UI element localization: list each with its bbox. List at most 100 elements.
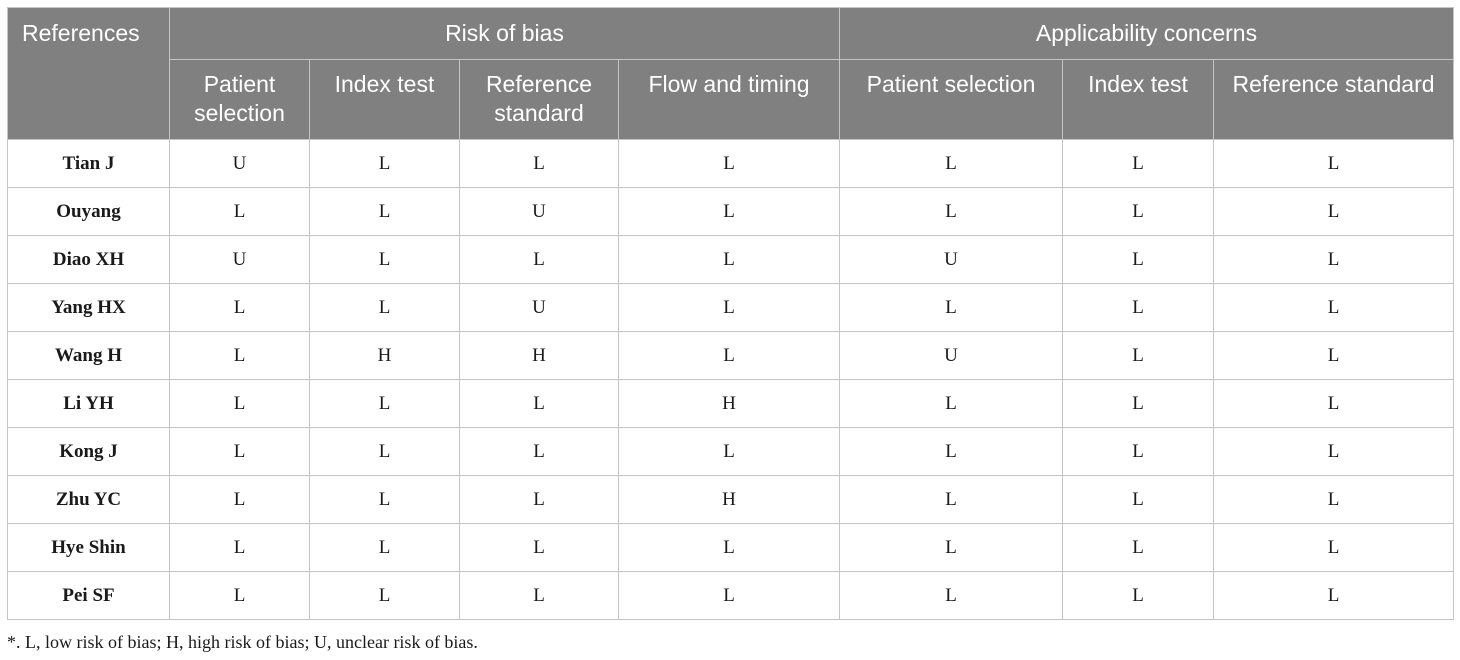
- col-header-flow-and-timing: Flow and timing: [618, 59, 840, 140]
- risk-rating-cell: L: [169, 571, 310, 620]
- col-header-reference-standard-applicability: Reference standard: [1212, 59, 1455, 140]
- risk-rating-cell: L: [309, 523, 460, 572]
- risk-rating-cell: L: [1212, 523, 1455, 572]
- risk-rating-cell: L: [839, 139, 1063, 188]
- table-row: Pei SF L L L L L L L: [7, 571, 1455, 620]
- risk-rating-cell: L: [839, 571, 1063, 620]
- risk-rating-cell: L: [309, 283, 460, 332]
- header-row-subcolumns: Patient selection Index test Reference s…: [8, 59, 1455, 140]
- col-header-reference-standard-bias: Reference standard: [459, 59, 619, 140]
- risk-rating-cell: L: [1062, 187, 1214, 236]
- risk-rating-cell: H: [618, 379, 840, 428]
- risk-rating-cell: L: [1212, 331, 1455, 380]
- risk-rating-cell: U: [839, 235, 1063, 284]
- risk-rating-cell: L: [169, 187, 310, 236]
- risk-rating-cell: L: [1062, 379, 1214, 428]
- risk-rating-cell: L: [618, 571, 840, 620]
- risk-rating-cell: L: [459, 379, 619, 428]
- risk-rating-cell: U: [459, 187, 619, 236]
- risk-rating-cell: L: [1062, 523, 1214, 572]
- risk-rating-cell: L: [309, 235, 460, 284]
- risk-rating-cell: L: [309, 139, 460, 188]
- table-footnote: *. L, low risk of bias; H, high risk of …: [7, 632, 478, 652]
- risk-rating-cell: U: [459, 283, 619, 332]
- risk-rating-cell: L: [1062, 427, 1214, 476]
- quadas-table: References Risk of bias Applicability co…: [7, 7, 1455, 620]
- reference-name: Pei SF: [7, 571, 170, 620]
- risk-rating-cell: L: [839, 379, 1063, 428]
- risk-rating-cell: L: [1062, 571, 1214, 620]
- col-header-index-test-bias: Index test: [309, 59, 460, 140]
- risk-rating-cell: L: [309, 379, 460, 428]
- risk-rating-cell: L: [1212, 235, 1455, 284]
- risk-rating-cell: L: [459, 523, 619, 572]
- risk-rating-cell: L: [1212, 475, 1455, 524]
- risk-rating-cell: H: [459, 331, 619, 380]
- reference-name: Li YH: [7, 379, 170, 428]
- risk-rating-cell: L: [169, 427, 310, 476]
- risk-rating-cell: L: [839, 187, 1063, 236]
- reference-name: Kong J: [7, 427, 170, 476]
- risk-rating-cell: L: [169, 283, 310, 332]
- risk-of-bias-header: Risk of bias: [169, 7, 840, 60]
- risk-rating-cell: L: [1062, 331, 1214, 380]
- risk-rating-cell: L: [169, 379, 310, 428]
- applicability-concerns-header: Applicability concerns: [838, 7, 1455, 60]
- reference-name: Hye Shin: [7, 523, 170, 572]
- reference-name: Yang HX: [7, 283, 170, 332]
- risk-rating-cell: L: [169, 523, 310, 572]
- risk-rating-cell: L: [169, 331, 310, 380]
- risk-rating-cell: L: [839, 427, 1063, 476]
- risk-rating-cell: H: [618, 475, 840, 524]
- risk-rating-cell: U: [169, 139, 310, 188]
- reference-name: Tian J: [7, 139, 170, 188]
- table-row: Hye Shin L L L L L L L: [7, 523, 1455, 572]
- risk-rating-cell: L: [1212, 187, 1455, 236]
- risk-rating-cell: L: [839, 523, 1063, 572]
- risk-rating-cell: L: [839, 283, 1063, 332]
- col-header-patient-selection-bias: Patient selection: [169, 59, 310, 140]
- table-row: Zhu YC L L L H L L L: [7, 475, 1455, 524]
- risk-rating-cell: L: [459, 475, 619, 524]
- table-row: Ouyang L L U L L L L: [7, 187, 1455, 236]
- risk-rating-cell: L: [1212, 379, 1455, 428]
- risk-rating-cell: U: [169, 235, 310, 284]
- risk-rating-cell: L: [618, 235, 840, 284]
- reference-name: Wang H: [7, 331, 170, 380]
- risk-rating-cell: L: [1212, 283, 1455, 332]
- risk-rating-cell: L: [1062, 235, 1214, 284]
- risk-rating-cell: L: [1062, 283, 1214, 332]
- risk-rating-cell: L: [459, 139, 619, 188]
- risk-rating-cell: L: [1212, 139, 1455, 188]
- risk-rating-cell: H: [309, 331, 460, 380]
- reference-name: Ouyang: [7, 187, 170, 236]
- risk-rating-cell: L: [309, 187, 460, 236]
- risk-rating-cell: L: [1062, 139, 1214, 188]
- col-header-index-test-applicability: Index test: [1062, 59, 1214, 140]
- risk-rating-cell: L: [1212, 571, 1455, 620]
- risk-rating-cell: L: [1062, 475, 1214, 524]
- risk-rating-cell: L: [618, 139, 840, 188]
- table-row: Yang HX L L U L L L L: [7, 283, 1455, 332]
- col-header-patient-selection-applicability: Patient selection: [839, 59, 1063, 140]
- risk-rating-cell: L: [459, 571, 619, 620]
- risk-rating-cell: L: [618, 427, 840, 476]
- risk-rating-cell: L: [309, 427, 460, 476]
- reference-name: Diao XH: [7, 235, 170, 284]
- risk-rating-cell: L: [169, 475, 310, 524]
- risk-rating-cell: L: [618, 523, 840, 572]
- table-body: Tian J U L L L L L L Ouyang L L U L L L L Diao XH U L L L U L L…: [7, 139, 1455, 620]
- risk-rating-cell: L: [839, 475, 1063, 524]
- risk-rating-cell: L: [618, 283, 840, 332]
- header-row-groups: References Risk of bias Applicability co…: [7, 7, 1455, 140]
- risk-rating-cell: L: [309, 571, 460, 620]
- table-row: Li YH L L L H L L L: [7, 379, 1455, 428]
- table-row: Diao XH U L L L U L L: [7, 235, 1455, 284]
- risk-rating-cell: L: [459, 235, 619, 284]
- risk-rating-cell: U: [839, 331, 1063, 380]
- reference-name: Zhu YC: [7, 475, 170, 524]
- risk-rating-cell: L: [309, 475, 460, 524]
